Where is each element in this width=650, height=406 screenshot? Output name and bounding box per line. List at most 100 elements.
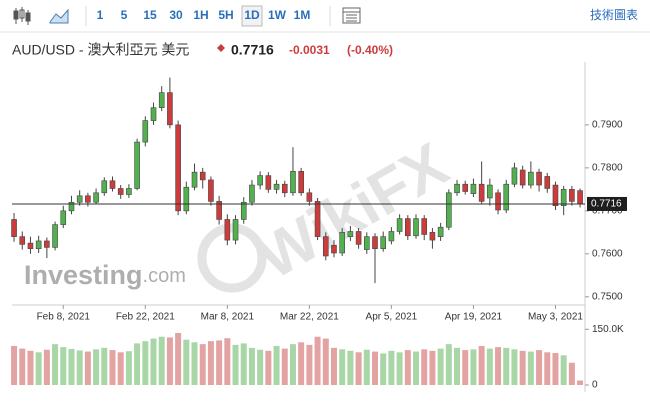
- candle-body: [60, 210, 67, 225]
- candle-body: [446, 192, 452, 228]
- candle-body: [413, 218, 419, 237]
- volume-bar: [101, 347, 108, 385]
- price-change-percent: (-0.40%): [347, 43, 393, 57]
- volume-bar: [560, 355, 567, 385]
- candle-body: [322, 236, 329, 257]
- volume-bar: [166, 337, 173, 385]
- last-price-label: 0.7716: [591, 199, 622, 210]
- volume-bar: [462, 350, 469, 385]
- volume-bar: [388, 350, 395, 385]
- calendar-icon[interactable]: [342, 7, 361, 24]
- candle-body: [216, 201, 222, 220]
- area-icon[interactable]: [49, 8, 69, 24]
- candle-body: [117, 188, 124, 195]
- candle-body: [429, 232, 436, 241]
- volume-bar: [191, 342, 198, 385]
- interval-button[interactable]: 1D: [244, 8, 260, 22]
- volume-bar: [199, 344, 206, 385]
- candle-body: [363, 236, 370, 250]
- volume-bar: [330, 347, 337, 385]
- volume-bar: [568, 362, 575, 385]
- interval-button[interactable]: 1M: [294, 8, 311, 22]
- candle-body: [355, 231, 362, 245]
- interval-button[interactable]: 5H: [218, 8, 233, 22]
- candle-body: [298, 170, 304, 194]
- volume-bar: [306, 344, 313, 385]
- interval-button[interactable]: 30: [169, 8, 183, 22]
- volume-bar: [445, 344, 452, 385]
- candle-body: [240, 201, 247, 220]
- candle-body: [347, 231, 354, 237]
- volume-bar: [109, 350, 116, 385]
- candle-body: [109, 180, 116, 189]
- candle-body: [183, 186, 190, 212]
- interval-button[interactable]: 1H: [193, 8, 208, 22]
- candle-body: [421, 218, 428, 235]
- volume-bar: [298, 342, 305, 385]
- candle-body: [454, 183, 460, 194]
- volume-bar: [347, 350, 354, 385]
- candle-body: [511, 167, 518, 185]
- plot: 0.7500 0.7600 0.7700 0.7800 0.7900 Feb 8, 202…: [11, 62, 627, 392]
- volume-bar: [503, 347, 510, 385]
- candle-body: [331, 244, 337, 254]
- interval-button[interactable]: 5: [121, 8, 128, 22]
- candle-body: [577, 190, 583, 205]
- volume-bar: [437, 348, 444, 385]
- candle-body: [470, 183, 477, 194]
- volume-bar: [289, 344, 296, 385]
- volume-bar: [76, 350, 83, 385]
- interval-button[interactable]: 1: [97, 8, 104, 22]
- volume-bar: [27, 350, 34, 385]
- y-tick-label: 0.7700: [592, 205, 623, 216]
- volume-bar: [52, 344, 59, 385]
- candle-body: [380, 236, 386, 249]
- volume-bar: [248, 347, 255, 385]
- candle-body: [495, 192, 501, 211]
- x-tick-label: Feb 22, 2021: [116, 312, 175, 323]
- candle-body: [273, 183, 280, 190]
- x-tick-label: Feb 8, 2021: [37, 312, 91, 323]
- y-tick-label: 0.7500: [592, 291, 623, 302]
- volume-bar: [35, 352, 42, 385]
- volume-bar: [404, 350, 411, 385]
- candle-body: [101, 180, 108, 194]
- volume-bar: [117, 352, 124, 385]
- candle-body: [199, 171, 206, 181]
- candle-body: [76, 195, 83, 203]
- volume-bar: [511, 349, 518, 385]
- candle-body: [405, 218, 411, 237]
- volume-bar: [11, 346, 18, 385]
- volume-bar: [265, 350, 272, 385]
- logo-name: Investing: [24, 260, 143, 290]
- logo-suffix: .com: [143, 265, 186, 287]
- volume-bar: [527, 351, 534, 385]
- candle-body: [437, 226, 444, 237]
- volume-bar: [314, 336, 321, 385]
- candle-body: [249, 184, 255, 203]
- candle-body: [208, 179, 214, 202]
- volume-bar: [84, 351, 91, 385]
- volume-bar: [240, 343, 247, 385]
- candle-body: [306, 192, 313, 202]
- volume-tick-label: 150.0K: [592, 324, 624, 335]
- candle-body: [569, 189, 575, 202]
- down-indicator: [217, 44, 225, 52]
- candle-body: [93, 192, 99, 203]
- candle-body: [167, 92, 173, 126]
- candle-body: [314, 201, 321, 237]
- interval-button[interactable]: 15: [143, 8, 157, 22]
- candle-body: [232, 219, 239, 241]
- candle-body: [150, 107, 157, 121]
- candle-body: [85, 195, 91, 203]
- volume-bar: [158, 336, 165, 385]
- volume-bar: [495, 347, 502, 385]
- candle-body: [290, 170, 296, 194]
- candle-body: [27, 242, 34, 249]
- volume-bar: [486, 348, 493, 385]
- candle-icon[interactable]: [13, 7, 31, 25]
- y-tick-label: 0.7800: [592, 163, 623, 174]
- candle-body: [19, 236, 26, 245]
- technical-chart-link[interactable]: 技術圖表: [590, 8, 638, 22]
- interval-button[interactable]: 1W: [268, 8, 287, 22]
